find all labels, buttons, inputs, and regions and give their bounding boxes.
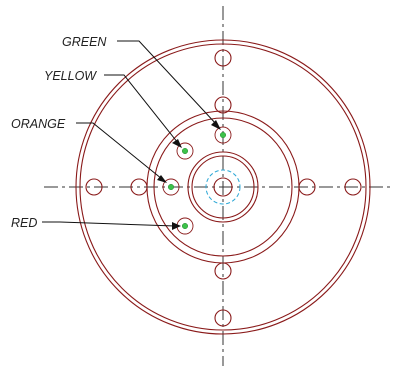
bolt-hole-left-inner (130, 178, 148, 196)
bolt-hole-top-outer (214, 49, 232, 67)
bolt-hole-right-inner (298, 178, 316, 196)
label-red: RED (11, 216, 37, 230)
orange-point-ring (162, 178, 180, 196)
bore-circle (213, 177, 233, 197)
green-leader-arrow (211, 120, 221, 130)
yellow-leader-line (104, 74, 179, 144)
red-leader-arrow (172, 222, 181, 230)
outer-inner-circle (79, 43, 367, 331)
yellow-point-ring (176, 142, 194, 160)
hidden-bore-circle (205, 169, 241, 205)
orange-leader-line (76, 122, 163, 180)
bolt-hole-bottom-inner (214, 262, 232, 280)
label-green: GREEN (62, 35, 107, 49)
yellow-point-marker (181, 147, 188, 154)
red-point-marker (181, 222, 188, 229)
outer-circle (75, 39, 371, 335)
bolt-hole-bottom-outer (214, 309, 232, 327)
orange-point-marker (167, 183, 174, 190)
green-point-ring (214, 126, 232, 144)
red-leader-line (42, 221, 176, 227)
label-orange: ORANGE (11, 117, 66, 131)
boss-inner-circle (191, 155, 255, 219)
bolt-hole-top-inner (214, 96, 232, 114)
label-yellow: YELLOW (44, 69, 97, 83)
bolt-hole-left-outer (85, 178, 103, 196)
boss-outer-circle (187, 151, 259, 223)
green-point-marker (219, 131, 226, 138)
green-leader-line (117, 40, 218, 126)
bolt-hole-right-outer (344, 178, 362, 196)
orange-leader-arrow (157, 175, 167, 183)
yellow-leader-arrow (172, 139, 182, 148)
hub-inner-circle (153, 117, 293, 257)
